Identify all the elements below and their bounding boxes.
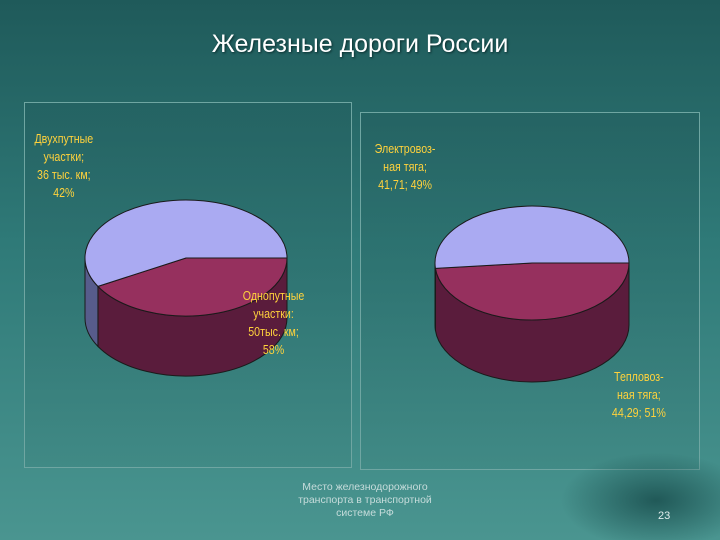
slice-label-single-track: Однопутные участки: 50тыс. км; 58% [242,288,305,357]
slice-double-track-top [96,257,288,317]
slide-title: Железные дороги России [211,30,509,58]
slice-electric-traction-top [434,262,630,321]
page-number: 23 [658,510,671,522]
decorative-blot [560,452,720,540]
slice-label-diesel-traction: Тепловоз- ная тяга; 44,29; 51% [611,369,666,420]
slice-label-electric-traction: Электровоз- ная тяга; 41,71; 49% [374,141,436,192]
slice-single-track-top [84,199,288,287]
footer-caption: Место железнодорожного транспорта в тран… [298,481,432,519]
slice-diesel-traction-top [434,205,630,269]
slice-label-double-track: Двухпутные участки; 36 тыс. км; 42% [34,131,94,200]
